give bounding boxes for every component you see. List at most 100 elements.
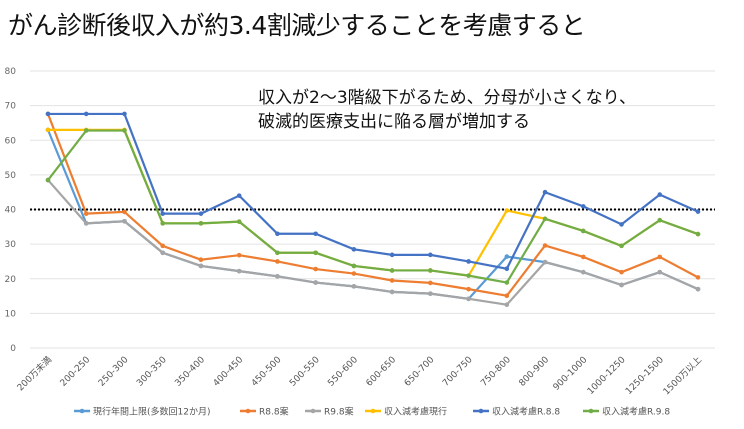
legend-label: R9.8案: [324, 406, 354, 418]
annotation-line-1: 収入が2〜3階級下がるため、分母が小さくなり、: [258, 88, 636, 108]
x-tick-label: 900-1000: [552, 355, 590, 393]
data-point: [236, 219, 242, 224]
data-point: [504, 266, 510, 272]
data-point: [695, 286, 701, 292]
data-point: [83, 211, 89, 216]
y-tick-label: 50: [5, 171, 17, 181]
data-point: [542, 189, 548, 195]
x-tick-label: 1250-1500: [624, 355, 666, 397]
series-line-4: [48, 112, 699, 270]
data-point: [389, 278, 395, 283]
data-point: [275, 231, 280, 237]
y-tick-label: 60: [5, 136, 17, 146]
data-point: [428, 291, 433, 296]
x-tick-label: 750-800: [479, 355, 513, 389]
data-point: [580, 228, 586, 234]
data-point: [580, 254, 586, 260]
data-point: [695, 209, 701, 214]
legend-marker: [588, 408, 594, 414]
data-point: [504, 208, 510, 213]
data-point: [122, 128, 127, 133]
data-point: [313, 266, 318, 272]
x-tick-label: 450-500: [250, 355, 284, 389]
legend-label: 収入減考慮現行: [384, 406, 447, 418]
data-point: [45, 177, 51, 183]
data-point: [428, 252, 433, 258]
x-tick-label: 550-600: [326, 355, 360, 389]
data-point: [275, 274, 280, 279]
data-point: [236, 268, 242, 274]
data-point: [657, 254, 663, 260]
data-point: [351, 271, 357, 276]
data-point: [389, 289, 395, 295]
legend-label: 収入減考慮R.9.8: [602, 406, 670, 418]
data-point: [275, 250, 280, 256]
series-line-5: [47, 129, 699, 284]
data-point: [83, 221, 89, 226]
legend-marker: [245, 408, 251, 414]
data-point: [504, 302, 510, 308]
data-point: [313, 250, 318, 256]
data-point: [619, 222, 624, 227]
data-point: [351, 263, 357, 269]
legend-label: R8.8案: [259, 406, 289, 418]
data-point: [313, 280, 318, 285]
data-point: [619, 282, 624, 288]
data-point: [198, 263, 204, 269]
data-point: [313, 231, 318, 237]
y-tick-label: 40: [5, 206, 17, 216]
data-point: [198, 221, 204, 226]
x-tick-label: 1500万以上: [661, 354, 704, 397]
data-point: [83, 128, 89, 133]
legend-marker: [310, 408, 316, 414]
data-point: [160, 250, 166, 256]
data-point: [275, 259, 280, 264]
data-point: [542, 216, 548, 222]
legend-marker: [79, 408, 85, 414]
annotation: 収入が2〜3階級下がるため、分母が小さくなり、 破滅的医療支出に陥る層が増加する: [258, 86, 636, 134]
legend-marker: [370, 408, 376, 414]
data-point: [466, 296, 471, 302]
x-tick-label: 600-650: [365, 355, 399, 389]
data-point: [695, 231, 701, 237]
x-tick-label: 800-900: [518, 355, 552, 389]
x-tick-label: 250-300: [97, 355, 131, 389]
x-tick-label: 200万未満: [14, 354, 54, 394]
data-point: [428, 280, 433, 286]
x-tick-label: 1000-1250: [586, 355, 628, 397]
data-point: [45, 127, 51, 133]
x-tick-label: 200-250: [59, 355, 93, 389]
data-point: [504, 293, 510, 299]
x-tick-label: 700-750: [441, 355, 475, 389]
series-line-2: [47, 179, 699, 306]
data-point: [466, 286, 471, 292]
data-point: [389, 252, 395, 258]
legend-label: 収入減考慮R.8.8: [492, 406, 560, 418]
y-tick-label: 10: [5, 309, 17, 319]
data-point: [466, 273, 471, 278]
x-tick-label: 400-450: [212, 355, 246, 389]
x-tick-label: 650-700: [403, 355, 437, 389]
data-point: [160, 211, 166, 216]
data-point: [389, 268, 395, 273]
data-point: [657, 217, 663, 223]
data-point: [351, 284, 357, 289]
data-point: [351, 247, 357, 252]
data-point: [198, 257, 204, 263]
data-point: [160, 243, 166, 249]
y-tick-label: 80: [5, 67, 17, 77]
data-point: [504, 254, 510, 259]
data-point: [580, 269, 586, 275]
data-point: [122, 218, 127, 224]
data-point: [466, 259, 471, 264]
y-tick-label: 70: [5, 102, 17, 112]
x-tick-label: 500-550: [288, 355, 322, 389]
x-tick-label: 300-350: [135, 355, 169, 389]
data-point: [542, 243, 548, 248]
data-point: [236, 193, 242, 198]
annotation-line-2: 破滅的医療支出に陥る層が増加する: [258, 112, 530, 132]
legend-marker: [478, 408, 484, 414]
data-point: [83, 111, 89, 117]
